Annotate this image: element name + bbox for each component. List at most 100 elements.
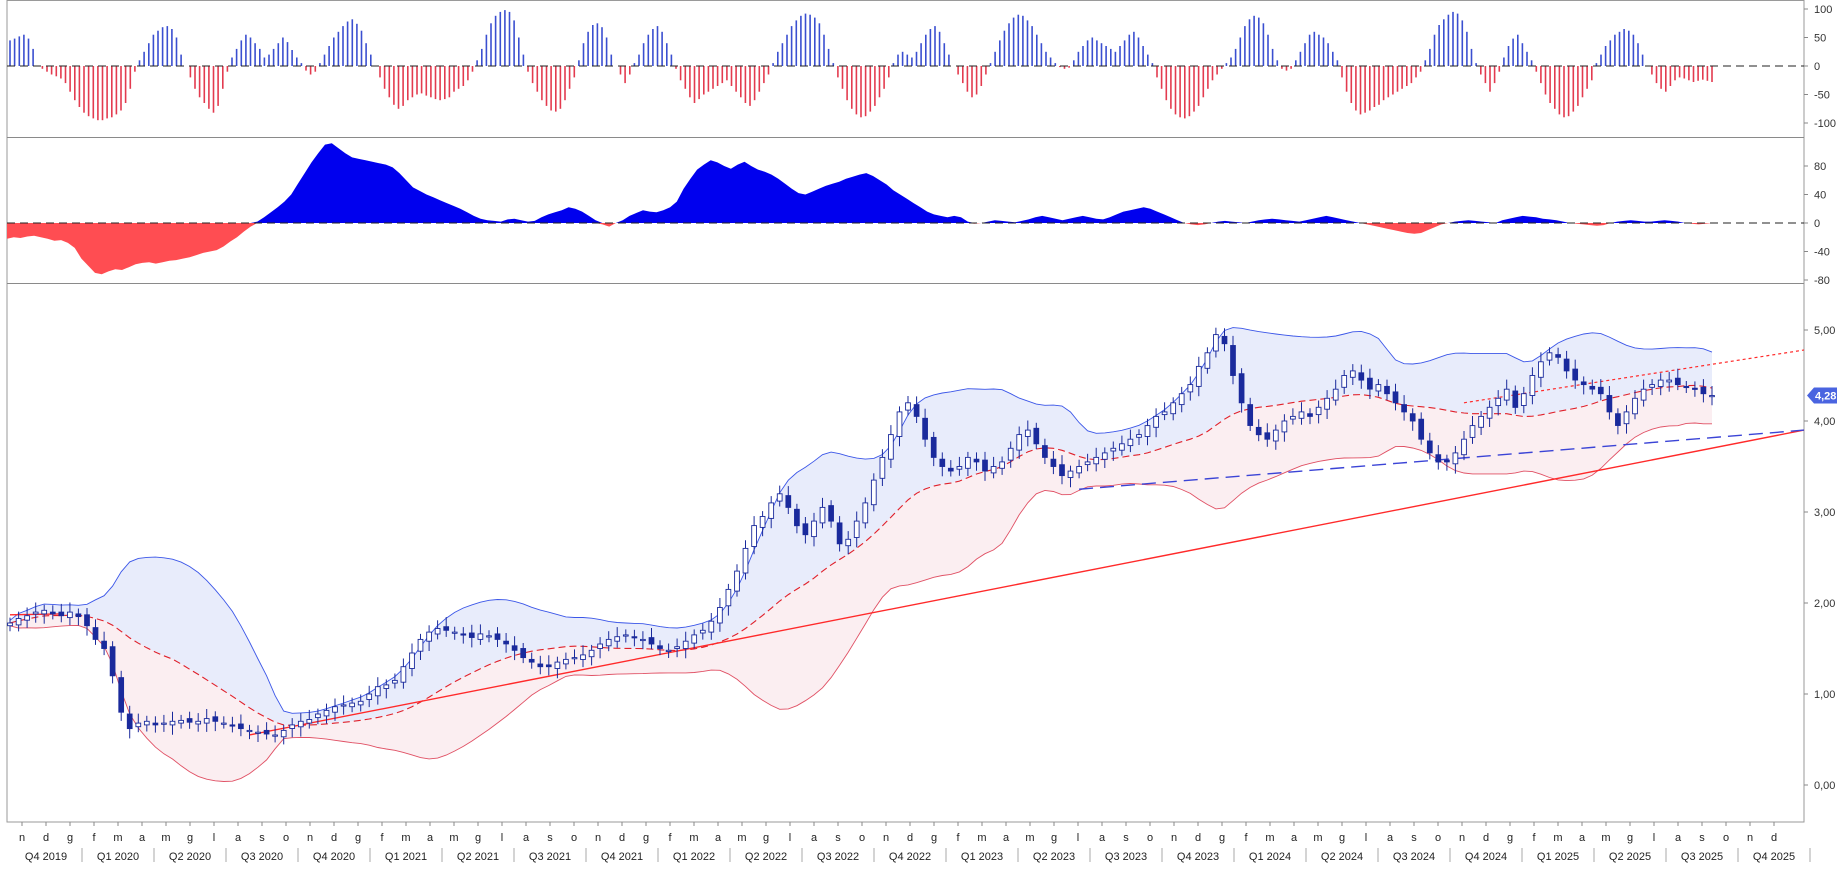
candle-bearish [1589,385,1596,390]
candle-bullish [1204,352,1211,369]
candle-bullish [862,502,869,524]
candle-bullish [879,456,886,479]
candle-bullish [297,720,304,728]
candle-bullish [477,633,484,640]
candle-bearish [631,636,638,639]
x-quarter-label: Q1 2023 [961,851,1003,863]
candle-bearish [1264,432,1271,440]
x-quarter-label: Q1 2024 [1249,851,1291,863]
candle-bullish [203,718,210,724]
candle-bearish [1238,373,1245,404]
x-quarter-label: Q3 2022 [817,851,859,863]
x-month-label: g [1051,832,1057,844]
x-quarter-label: Q4 2025 [1753,851,1795,863]
candle-bearish [494,633,501,640]
x-month-label: a [1003,832,1010,844]
x-month-label: a [1579,832,1586,844]
x-month-label: o [283,832,289,844]
x-month-label: a [811,832,818,844]
candle-bearish [84,614,90,627]
momentum-y-tick: 40 [1814,190,1826,202]
candle-bullish [1341,375,1348,388]
candle-bullish [845,538,852,547]
candle-bullish [1187,384,1194,393]
chart-frame [6,0,1805,823]
candle-bearish [1563,358,1570,372]
oscillator-panel [7,10,1804,121]
x-month-label: n [1171,832,1177,844]
x-quarter-label: Q3 2023 [1105,851,1147,863]
candle-bearish [930,436,937,458]
candle-bullish [554,661,561,669]
candle-bearish [973,458,980,463]
x-quarter-label: Q2 2021 [457,851,499,863]
x-quarter-label: Q4 2021 [601,851,643,863]
candle-bearish [1555,354,1561,358]
x-month-label: g [1219,832,1225,844]
momentum-y-tick: 0 [1814,218,1820,230]
candle-bullish [1161,411,1168,416]
bollinger-upper-band [9,327,1713,714]
x-month-label: d [1483,832,1489,844]
x-month-label: a [1675,832,1682,844]
x-quarter-label: Q1 2021 [385,851,427,863]
candle-bearish [75,613,82,618]
candle-bearish [947,467,954,472]
candle-bullish [1486,406,1493,419]
x-month-label: n [19,832,25,844]
candle-bullish [888,434,894,460]
candle-bearish [657,645,663,649]
axes: 100 50 0 -50 -100 80 40 0 -40 -80 5,00 4,00 3,00 2,00… [19,4,1837,863]
candle-bullish [1478,415,1484,428]
candle-bearish [785,495,792,508]
candle-bullish [426,631,432,642]
x-month-label: l [1365,832,1367,844]
candle-bullish [665,649,672,652]
x-quarter-label: Q3 2024 [1393,851,1435,863]
candle-bearish [1367,377,1373,390]
last-price-badge [1807,387,1837,404]
x-month-label: n [883,832,889,844]
x-month-label: n [307,832,313,844]
candle-bullish [315,713,321,719]
bollinger-lower-band [9,422,1712,782]
candle-bullish [956,466,963,470]
candle-bearish [828,505,834,522]
candle-bullish [1076,466,1082,474]
candle-bullish [1170,402,1177,415]
candle-bullish [1084,461,1091,466]
candle-bullish [383,684,390,689]
x-month-label: n [1459,832,1465,844]
x-month-label: s [1411,832,1417,844]
price-y-tick: 4,00 [1814,416,1835,428]
x-month-label: m [161,832,170,844]
x-month-label: s [835,832,841,844]
x-month-label: a [523,832,530,844]
x-quarter-label: Q4 2023 [1177,851,1219,863]
bollinger-fill-upper [10,327,1712,726]
panel-frames [6,0,1805,823]
candle-bullish [41,609,48,615]
candle-bullish [195,720,202,725]
candle-bullish [1452,452,1459,465]
price-y-tick: 3,00 [1814,507,1835,519]
candle-bearish [648,637,655,645]
x-month-label: n [595,832,601,844]
candle-bullish [1195,365,1202,387]
candle-bearish [1444,459,1450,463]
candle-bearish [1409,413,1416,422]
candle-bearish [1606,395,1613,413]
candle-bullish [682,640,689,649]
candle-bullish [1093,456,1100,465]
candle-bullish [605,638,612,647]
x-month-label: m [1313,832,1322,844]
candle-bullish [742,547,749,574]
x-month-label: m [449,832,458,844]
oscillator-y-tick: 100 [1814,4,1832,16]
x-month-label: d [43,832,49,844]
x-quarter-label: Q1 2022 [673,851,715,863]
price-y-tick: 2,00 [1814,598,1835,610]
x-month-label: s [1123,832,1129,844]
x-month-label: g [1627,832,1633,844]
